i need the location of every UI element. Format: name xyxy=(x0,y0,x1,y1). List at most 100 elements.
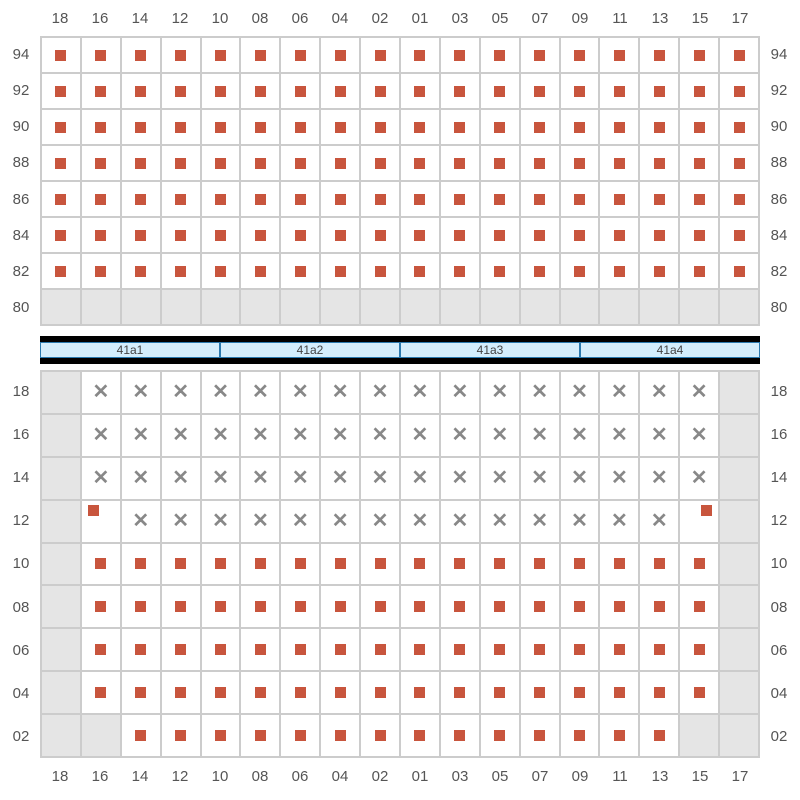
seat-cell[interactable]: ✕ xyxy=(440,457,480,500)
seat-cell[interactable] xyxy=(719,73,759,109)
seat-cell[interactable] xyxy=(520,585,560,628)
seat-cell[interactable] xyxy=(41,145,81,181)
seat-cell[interactable] xyxy=(41,181,81,217)
seat-cell[interactable]: ✕ xyxy=(280,414,320,457)
seat-cell[interactable] xyxy=(41,109,81,145)
seat-cell[interactable] xyxy=(41,217,81,253)
seat-cell[interactable]: ✕ xyxy=(121,457,161,500)
seat-cell[interactable]: ✕ xyxy=(81,457,121,500)
seat-cell[interactable] xyxy=(240,585,280,628)
seat-cell[interactable] xyxy=(599,543,639,586)
seat-cell[interactable] xyxy=(440,73,480,109)
seat-cell[interactable] xyxy=(520,73,560,109)
seat-cell[interactable] xyxy=(201,585,241,628)
seat-cell[interactable] xyxy=(201,217,241,253)
seat-cell[interactable] xyxy=(320,671,360,714)
seat-cell[interactable] xyxy=(81,37,121,73)
seat-cell[interactable] xyxy=(240,714,280,757)
seat-cell[interactable] xyxy=(440,628,480,671)
seat-cell[interactable] xyxy=(480,181,520,217)
seat-cell[interactable]: ✕ xyxy=(81,414,121,457)
seat-cell[interactable]: ✕ xyxy=(639,371,679,414)
seat-cell[interactable] xyxy=(280,671,320,714)
seat-cell[interactable] xyxy=(201,109,241,145)
seat-cell[interactable] xyxy=(201,181,241,217)
seat-cell[interactable] xyxy=(639,585,679,628)
seat-cell[interactable] xyxy=(679,543,719,586)
seat-cell[interactable] xyxy=(201,37,241,73)
seat-cell[interactable] xyxy=(320,253,360,289)
seat-cell[interactable]: ✕ xyxy=(400,371,440,414)
seat-cell[interactable] xyxy=(679,671,719,714)
seat-cell[interactable]: ✕ xyxy=(440,371,480,414)
seat-cell[interactable] xyxy=(679,253,719,289)
seat-cell[interactable]: ✕ xyxy=(639,414,679,457)
seat-cell[interactable] xyxy=(161,628,201,671)
seat-cell[interactable] xyxy=(280,181,320,217)
seat-cell[interactable] xyxy=(360,73,400,109)
seat-cell[interactable] xyxy=(360,181,400,217)
seat-cell[interactable] xyxy=(599,73,639,109)
seat-cell[interactable] xyxy=(560,628,600,671)
seat-cell[interactable] xyxy=(480,73,520,109)
seat-cell[interactable] xyxy=(240,217,280,253)
seat-cell[interactable] xyxy=(360,543,400,586)
seat-cell[interactable] xyxy=(280,37,320,73)
seat-cell[interactable] xyxy=(400,671,440,714)
seat-cell[interactable]: ✕ xyxy=(360,457,400,500)
seat-cell[interactable] xyxy=(81,217,121,253)
seat-cell[interactable]: ✕ xyxy=(360,371,400,414)
seat-cell[interactable] xyxy=(320,145,360,181)
seat-cell[interactable] xyxy=(161,217,201,253)
seat-cell[interactable]: ✕ xyxy=(320,414,360,457)
seat-cell[interactable] xyxy=(599,585,639,628)
seat-cell[interactable] xyxy=(560,543,600,586)
seat-cell[interactable] xyxy=(400,714,440,757)
seat-cell[interactable] xyxy=(560,217,600,253)
seat-cell[interactable] xyxy=(121,73,161,109)
seat-cell[interactable] xyxy=(440,181,480,217)
seat-cell[interactable]: ✕ xyxy=(560,457,600,500)
seat-cell[interactable]: ✕ xyxy=(240,371,280,414)
seat-cell[interactable] xyxy=(400,628,440,671)
seat-cell[interactable] xyxy=(639,543,679,586)
seat-cell[interactable] xyxy=(240,37,280,73)
seat-cell[interactable] xyxy=(520,543,560,586)
seat-cell[interactable]: ✕ xyxy=(121,500,161,543)
seat-cell[interactable] xyxy=(81,73,121,109)
seat-cell[interactable] xyxy=(280,253,320,289)
seat-cell[interactable]: ✕ xyxy=(520,457,560,500)
seat-cell[interactable] xyxy=(719,253,759,289)
seat-cell[interactable] xyxy=(81,500,121,543)
seat-cell[interactable] xyxy=(599,628,639,671)
seat-cell[interactable] xyxy=(520,217,560,253)
seat-cell[interactable] xyxy=(81,145,121,181)
seat-cell[interactable] xyxy=(520,109,560,145)
seat-cell[interactable] xyxy=(161,181,201,217)
seat-cell[interactable]: ✕ xyxy=(81,371,121,414)
seat-cell[interactable] xyxy=(440,217,480,253)
seat-cell[interactable] xyxy=(639,714,679,757)
seat-cell[interactable] xyxy=(599,217,639,253)
seat-cell[interactable] xyxy=(240,671,280,714)
seat-cell[interactable] xyxy=(201,628,241,671)
seat-cell[interactable]: ✕ xyxy=(679,371,719,414)
seat-cell[interactable] xyxy=(520,628,560,671)
seat-cell[interactable]: ✕ xyxy=(480,414,520,457)
seat-cell[interactable] xyxy=(121,628,161,671)
seat-cell[interactable] xyxy=(81,671,121,714)
seat-cell[interactable] xyxy=(560,253,600,289)
seat-cell[interactable] xyxy=(121,181,161,217)
seat-cell[interactable] xyxy=(520,181,560,217)
seat-cell[interactable]: ✕ xyxy=(400,500,440,543)
seat-cell[interactable] xyxy=(599,671,639,714)
seat-cell[interactable] xyxy=(719,181,759,217)
seat-cell[interactable] xyxy=(41,37,81,73)
seat-cell[interactable] xyxy=(320,181,360,217)
seat-cell[interactable] xyxy=(81,628,121,671)
seat-cell[interactable] xyxy=(639,73,679,109)
seat-cell[interactable] xyxy=(480,145,520,181)
seat-cell[interactable] xyxy=(41,73,81,109)
seat-cell[interactable]: ✕ xyxy=(560,500,600,543)
seat-cell[interactable] xyxy=(320,628,360,671)
